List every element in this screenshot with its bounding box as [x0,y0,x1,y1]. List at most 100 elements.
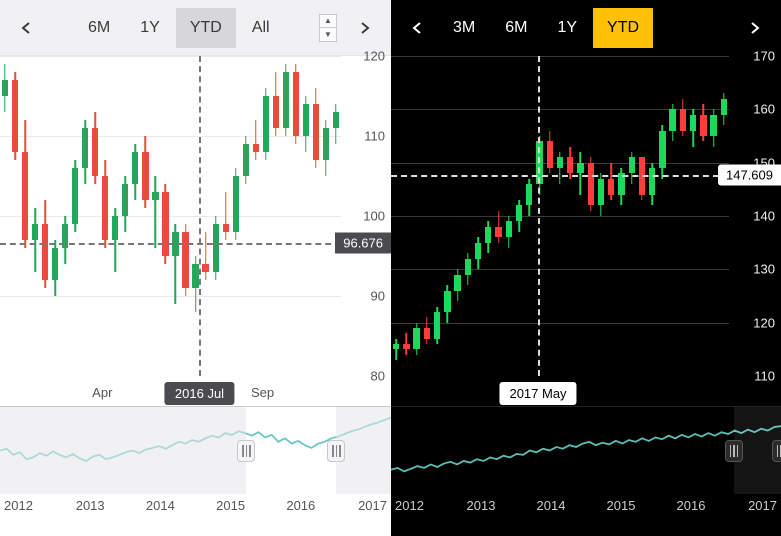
candle [424,317,430,344]
candle [12,72,18,160]
navigator-year-label: 2015 [607,498,636,513]
candle [475,237,481,269]
candle [444,285,450,322]
gridline [0,136,341,137]
range-all[interactable]: All [238,8,284,48]
candle [567,147,573,179]
range-ytd[interactable]: YTD [176,8,236,48]
range-ytd[interactable]: YTD [593,8,653,48]
candlestick-chart[interactable]: 809010011012096.676AprSep2016 Jul [0,56,391,406]
navigator-handle-right[interactable] [772,440,781,462]
candle [495,211,501,243]
candle [669,104,675,141]
candle [243,136,249,184]
navigator-axis: 201220132014201520162017 [391,494,781,520]
candle [598,173,604,216]
candle [639,163,645,200]
candle [152,176,158,248]
gridline [391,109,729,110]
candle [22,120,28,248]
next-button[interactable] [735,8,775,48]
candle [680,99,686,136]
range-1y[interactable]: 1Y [543,8,591,48]
candle [516,200,522,232]
candle [649,163,655,206]
range-toolbar: 6M1YYTDAll ▲▼ [0,0,391,56]
navigator[interactable] [391,406,781,494]
navigator-handle-right[interactable] [327,440,345,462]
navigator-year-label: 2014 [146,498,175,513]
candle [313,88,319,168]
navigator-year-label: 2015 [216,498,245,513]
navigator-year-label: 2014 [537,498,566,513]
range-1y[interactable]: 1Y [126,8,174,48]
navigator-year-label: 2012 [4,498,33,513]
navigator[interactable] [0,406,391,494]
candle [293,64,299,144]
gridline [0,216,341,217]
candle [2,64,8,112]
price-flag: 147.609 [718,165,781,186]
candle [454,269,460,301]
candle [82,120,88,184]
navigator-year-label: 2013 [467,498,496,513]
candle [202,232,208,280]
navigator-year-label: 2016 [677,498,706,513]
candle [122,176,128,232]
navigator-handle-left[interactable] [725,440,743,462]
candle [465,253,471,285]
y-tick-label: 140 [753,209,775,224]
candle [172,224,178,304]
candle [273,72,279,136]
candle [223,192,229,240]
candle [162,184,168,264]
candle [608,163,614,200]
candle [690,109,696,146]
prev-button[interactable] [397,8,437,48]
gridline [391,323,729,324]
candle [263,88,269,160]
candle [333,104,339,144]
candle [526,179,532,216]
candle [721,93,727,125]
y-tick-label: 110 [364,129,385,144]
range-6m[interactable]: 6M [491,8,541,48]
candle [283,64,289,136]
candle [618,168,624,205]
crosshair-vertical [199,56,201,376]
candle [547,131,553,174]
crosshair-horizontal [0,243,341,245]
stepper-up[interactable]: ▲ [319,14,337,28]
y-tick-label: 130 [753,262,775,277]
chart-panel-light: 6M1YYTDAll▲▼809010011012096.676AprSep201… [0,0,391,536]
time-flag: 2016 Jul [165,382,234,405]
candle [142,136,148,208]
stepper-down[interactable]: ▼ [319,28,337,42]
navigator-year-label: 2016 [286,498,315,513]
navigator-handle-left[interactable] [237,440,255,462]
candle [557,152,563,184]
y-tick-label: 80 [371,369,385,384]
y-tick-label: 100 [363,209,385,224]
range-6m[interactable]: 6M [74,8,124,48]
gridline [391,56,729,57]
candle [629,152,635,184]
candle [403,333,409,354]
y-tick-label: 90 [371,289,385,304]
candle [192,256,198,312]
candle [182,224,188,296]
candle [213,216,219,280]
range-toolbar: 3M6M1YYTD [391,0,781,56]
candle [393,339,399,360]
candle [253,120,259,160]
candle [659,125,665,178]
navigator-year-label: 2013 [76,498,105,513]
range-3m[interactable]: 3M [439,8,489,48]
next-button[interactable] [345,8,385,48]
candle [72,160,78,232]
candle [506,216,512,248]
prev-button[interactable] [6,8,46,48]
candlestick-chart[interactable]: 110120130140150160170147.6092017 May [391,56,781,406]
candle [92,112,98,184]
gridline [391,269,729,270]
